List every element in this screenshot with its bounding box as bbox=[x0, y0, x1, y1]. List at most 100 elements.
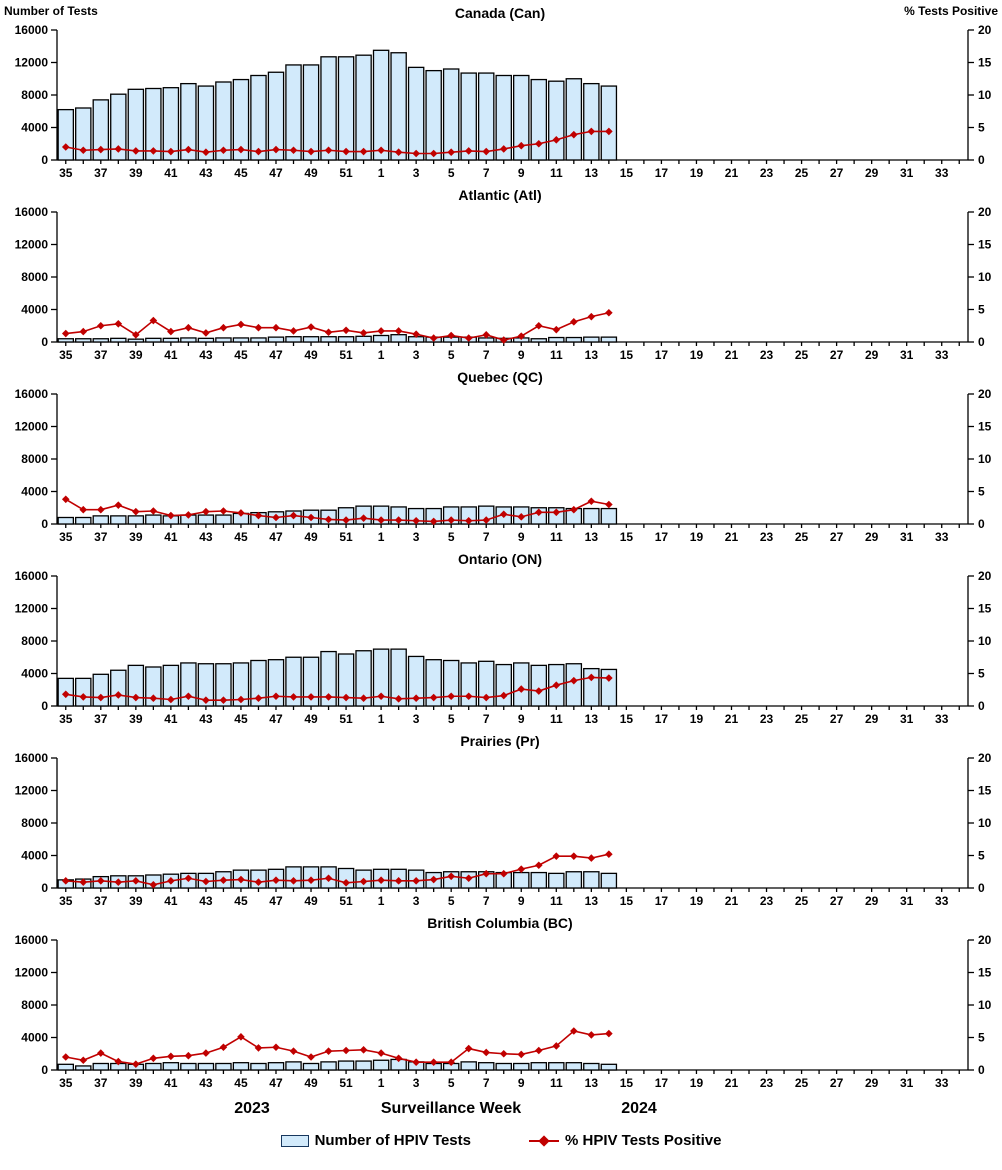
svg-text:33: 33 bbox=[935, 712, 949, 726]
bar bbox=[583, 82, 600, 161]
bar bbox=[285, 336, 302, 343]
line-diamond-icon bbox=[528, 1134, 559, 1147]
diamond-marker bbox=[96, 145, 105, 154]
diamond-marker bbox=[132, 877, 140, 885]
svg-text:10: 10 bbox=[978, 634, 992, 648]
svg-text:23: 23 bbox=[760, 712, 774, 726]
bar bbox=[513, 662, 530, 707]
diamond-marker bbox=[394, 1054, 403, 1063]
tests-bars bbox=[57, 49, 618, 161]
svg-text:37: 37 bbox=[94, 348, 108, 362]
svg-text:20: 20 bbox=[978, 387, 992, 401]
svg-text:33: 33 bbox=[935, 166, 949, 180]
svg-text:29: 29 bbox=[865, 166, 879, 180]
svg-text:5: 5 bbox=[448, 1076, 455, 1090]
bar bbox=[302, 336, 320, 343]
svg-text:7: 7 bbox=[483, 712, 490, 726]
bar bbox=[127, 338, 145, 343]
svg-text:23: 23 bbox=[760, 894, 774, 908]
diamond-marker bbox=[342, 516, 350, 524]
svg-text:4000: 4000 bbox=[21, 121, 48, 135]
diamond-marker bbox=[307, 693, 315, 701]
diamond-marker bbox=[114, 501, 123, 509]
svg-text:23: 23 bbox=[760, 348, 774, 362]
svg-text:37: 37 bbox=[94, 166, 108, 180]
svg-text:0: 0 bbox=[978, 335, 985, 349]
svg-text:27: 27 bbox=[830, 166, 844, 180]
diamond-marker bbox=[132, 693, 140, 702]
svg-text:16000: 16000 bbox=[15, 23, 49, 37]
svg-text:35: 35 bbox=[59, 712, 73, 726]
bar bbox=[600, 872, 618, 889]
bar bbox=[180, 337, 197, 343]
svg-text:25: 25 bbox=[795, 894, 809, 908]
bar bbox=[57, 1063, 75, 1071]
tests-bars bbox=[57, 505, 618, 525]
figure-footer: 2023 Surveillance Week 2024 Number of HP… bbox=[0, 1092, 1002, 1170]
svg-text:15: 15 bbox=[978, 784, 992, 798]
bar bbox=[355, 54, 372, 161]
bar bbox=[372, 49, 390, 161]
bar bbox=[530, 78, 548, 161]
svg-text:8000: 8000 bbox=[21, 452, 48, 466]
diamond-marker bbox=[219, 1043, 228, 1052]
bar bbox=[145, 87, 162, 161]
svg-text:41: 41 bbox=[164, 348, 178, 362]
svg-text:27: 27 bbox=[830, 712, 844, 726]
svg-text:1: 1 bbox=[378, 166, 385, 180]
bar bbox=[180, 82, 197, 161]
diamond-marker bbox=[447, 148, 455, 156]
diamond-marker bbox=[237, 1033, 245, 1041]
diamond-marker bbox=[534, 687, 543, 695]
svg-text:10: 10 bbox=[978, 452, 992, 466]
svg-text:20: 20 bbox=[978, 933, 992, 947]
diamond-marker bbox=[570, 505, 578, 514]
bar bbox=[75, 516, 92, 525]
svg-text:29: 29 bbox=[865, 530, 879, 544]
bar bbox=[162, 664, 180, 707]
svg-text:16000: 16000 bbox=[15, 205, 49, 219]
svg-text:45: 45 bbox=[234, 530, 248, 544]
diamond-marker bbox=[254, 323, 263, 332]
svg-text:16000: 16000 bbox=[15, 569, 49, 583]
charts-stack: Canada (Can) 0 4000 8000 12000 16000 0 5 10 15 20 3… bbox=[15, 5, 992, 1090]
svg-text:29: 29 bbox=[865, 348, 879, 362]
diamond-marker bbox=[289, 693, 298, 701]
bar bbox=[92, 338, 110, 343]
svg-text:13: 13 bbox=[585, 348, 599, 362]
svg-text:19: 19 bbox=[690, 530, 704, 544]
svg-text:12000: 12000 bbox=[15, 602, 49, 616]
bar bbox=[302, 64, 320, 161]
svg-text:29: 29 bbox=[865, 894, 879, 908]
svg-text:7: 7 bbox=[483, 530, 490, 544]
diamond-marker bbox=[517, 685, 526, 693]
svg-text:3: 3 bbox=[413, 166, 420, 180]
svg-text:31: 31 bbox=[900, 530, 914, 544]
svg-text:33: 33 bbox=[935, 894, 949, 908]
diamond-marker bbox=[202, 1049, 210, 1057]
diamond-marker bbox=[96, 877, 105, 885]
svg-text:0: 0 bbox=[41, 1063, 48, 1077]
bar bbox=[267, 659, 285, 707]
svg-text:9: 9 bbox=[518, 1076, 525, 1090]
diamond-marker bbox=[570, 852, 578, 860]
diamond-marker bbox=[482, 1048, 491, 1057]
bar bbox=[390, 52, 407, 161]
svg-text:47: 47 bbox=[269, 166, 283, 180]
svg-text:0: 0 bbox=[978, 517, 985, 531]
svg-text:21: 21 bbox=[725, 894, 739, 908]
svg-text:15: 15 bbox=[978, 238, 992, 252]
bar bbox=[513, 74, 530, 161]
svg-text:39: 39 bbox=[129, 348, 143, 362]
svg-text:21: 21 bbox=[725, 1076, 739, 1090]
diamond-marker bbox=[79, 327, 88, 336]
diamond-marker bbox=[605, 500, 613, 509]
svg-text:49: 49 bbox=[304, 1076, 318, 1090]
diamond-marker bbox=[377, 516, 385, 524]
panel-prairies-pr: Prairies (Pr)040008000120001600005101520… bbox=[15, 733, 992, 908]
svg-text:33: 33 bbox=[935, 530, 949, 544]
svg-text:13: 13 bbox=[585, 530, 599, 544]
bar bbox=[513, 871, 530, 889]
